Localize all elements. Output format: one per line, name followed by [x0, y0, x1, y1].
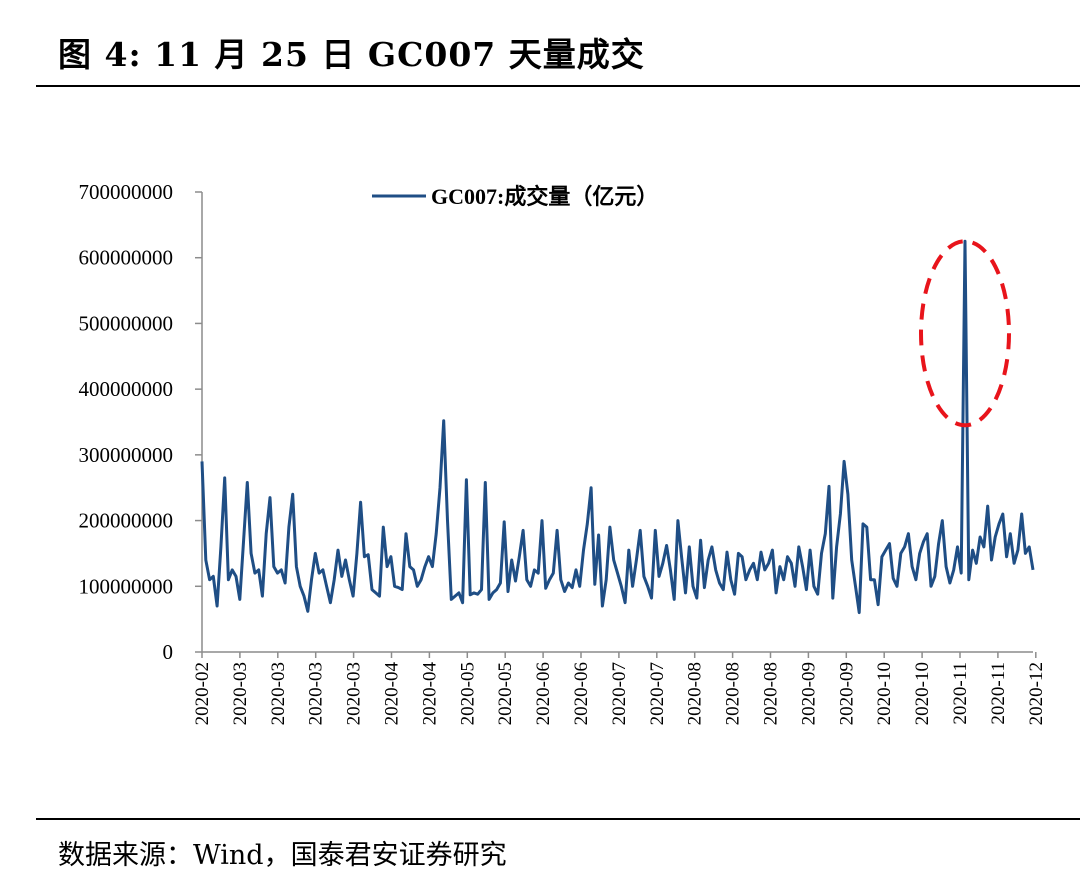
x-tick-label: 2020-03: [306, 662, 327, 725]
x-tick-label: 2020-07: [647, 662, 668, 725]
y-tick-label: 700000000: [79, 180, 174, 204]
legend-label: GC007:成交量（亿元）: [431, 184, 658, 209]
y-axis: 0 100000000 200000000 300000000 400000000 500…: [79, 180, 203, 664]
x-tick-label: 2020-05: [495, 662, 516, 725]
x-tick-label: 2020-09: [798, 662, 819, 725]
x-tick-label: 2020-07: [609, 662, 630, 725]
x-tick-label: 2020-03: [344, 662, 365, 725]
x-tick-label: 2020-06: [571, 662, 592, 725]
legend: GC007:成交量（亿元）: [372, 184, 658, 209]
x-tick-label: 2020-08: [723, 662, 744, 725]
x-tick-label: 2020-05: [457, 662, 478, 725]
x-tick-label: 2020-04: [419, 662, 440, 726]
x-tick-label: 2020-09: [836, 662, 857, 725]
source-rule: [36, 818, 1080, 820]
y-tick-label: 100000000: [79, 574, 174, 598]
x-tick-label: 2020-12: [1026, 662, 1047, 725]
title-rule: [36, 85, 1080, 87]
x-tick-label: 2020-06: [533, 662, 554, 725]
y-tick-label: 400000000: [79, 377, 174, 401]
series-group: [200, 239, 1035, 615]
spike-highlight-ellipse: [919, 239, 1012, 428]
series-line-gc007: [200, 239, 1035, 615]
x-tick-label: 2020-04: [382, 662, 403, 726]
y-tick-label: 500000000: [79, 311, 174, 335]
x-tick-label: 2020-02: [192, 662, 213, 725]
x-axis: 2020-02 2020-03 2020-03 2020-03 2020-03 2020-…: [192, 651, 1047, 726]
y-tick-label: 600000000: [79, 246, 174, 270]
y-tick-label: 300000000: [79, 443, 174, 467]
x-tick-label: 2020-11: [988, 662, 1009, 725]
x-tick-label: 2020-11: [950, 662, 971, 725]
y-tick-label: 200000000: [79, 509, 174, 533]
x-tick-label: 2020-08: [685, 662, 706, 725]
source-note: 数据来源：Wind，国泰君安证券研究: [58, 840, 507, 871]
x-tick-label: 2020-10: [912, 662, 933, 725]
x-tick-label: 2020-10: [874, 662, 895, 725]
x-tick-label: 2020-03: [230, 662, 251, 725]
x-tick-label: 2020-08: [761, 662, 782, 725]
figure-title: 图 4: 11 月 25 日 GC007 天量成交: [58, 35, 645, 74]
x-tick-label: 2020-03: [268, 662, 289, 725]
y-tick-label: 0: [163, 640, 174, 664]
